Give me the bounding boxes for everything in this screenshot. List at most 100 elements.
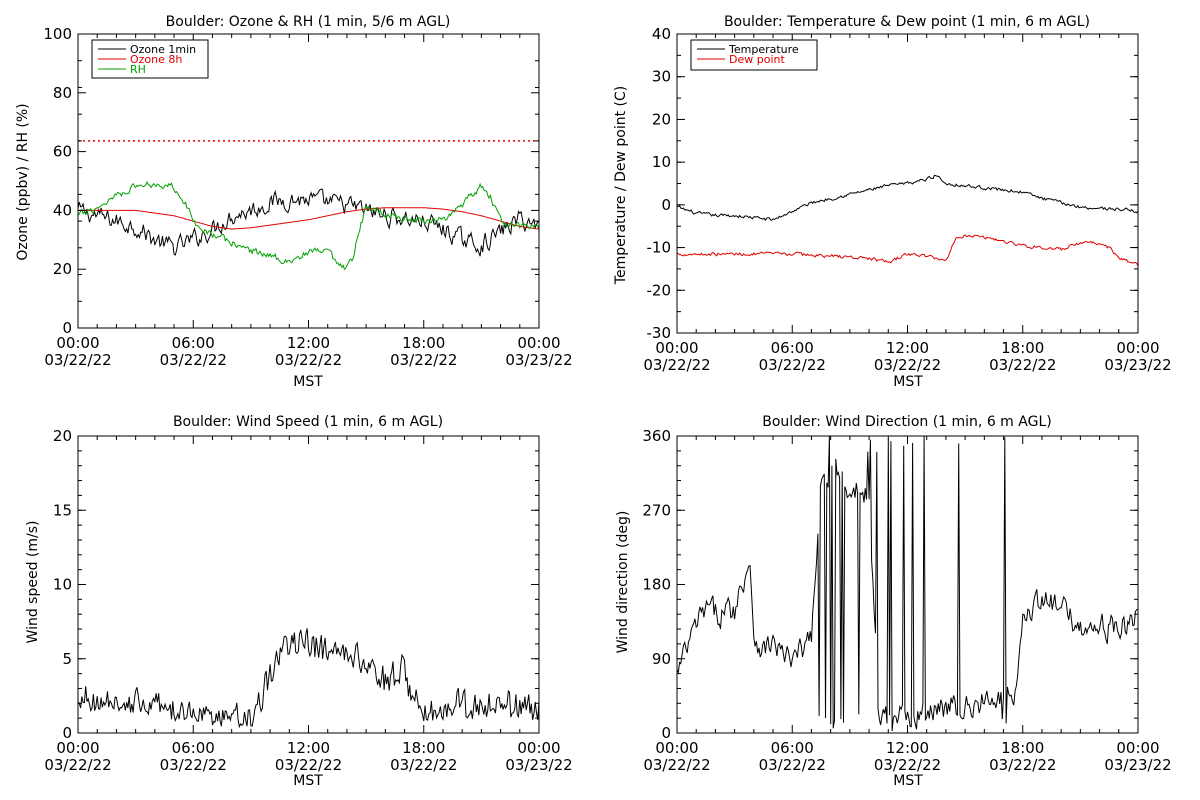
x-tick-label-time: 06:00 <box>172 334 215 352</box>
series-line-temperature <box>677 174 1138 222</box>
x-tick-label-time: 18:00 <box>402 739 445 757</box>
y-tick-label: 0 <box>661 724 671 742</box>
series-line-main <box>677 436 1138 732</box>
x-tick-label-date: 03/22/22 <box>160 351 227 369</box>
x-tick-label-date: 03/22/22 <box>643 756 710 774</box>
x-axis-label: MST <box>293 374 323 390</box>
series-group <box>677 174 1138 266</box>
y-tick-label: 15 <box>53 501 72 519</box>
x-tick-label-date: 03/22/22 <box>874 756 941 774</box>
x-tick-label-date: 03/22/22 <box>275 351 342 369</box>
y-axis-label: Wind direction (deg) <box>615 511 631 654</box>
x-tick-label-time: 00:00 <box>517 334 560 352</box>
legend-label: Ozone 8h <box>130 53 182 66</box>
x-tick-label-date: 03/22/22 <box>275 756 342 774</box>
y-axis-label: Ozone (ppbv) / RH (%) <box>15 103 31 260</box>
y-tick-label: 20 <box>53 427 72 445</box>
x-tick-label-time: 18:00 <box>1001 339 1044 357</box>
plot-frame <box>676 435 1139 734</box>
y-axis-label: Temperature / Dew point (C) <box>613 86 629 285</box>
x-tick-label-time: 18:00 <box>402 334 445 352</box>
x-tick-label-date: 03/23/22 <box>1104 356 1171 374</box>
y-tick-label: 180 <box>642 576 671 594</box>
x-tick-label-time: 18:00 <box>1001 739 1044 757</box>
y-tick-label: 40 <box>652 25 671 43</box>
y-tick-label: 100 <box>43 25 72 43</box>
y-tick-label: 80 <box>53 84 72 102</box>
wind-speed-panel: Boulder: Wind Speed (1 min, 6 m AGL) MST… <box>25 414 573 789</box>
temperature-dewpoint-panel: Boulder: Temperature & Dew point (1 min,… <box>613 14 1172 390</box>
plot-frame <box>676 33 1139 334</box>
y-tick-label: 270 <box>642 501 671 519</box>
x-tick-label-time: 06:00 <box>771 739 814 757</box>
x-tick-label-time: 06:00 <box>172 739 215 757</box>
x-tick-label-time: 12:00 <box>886 339 929 357</box>
y-tick-label: 10 <box>53 576 72 594</box>
y-tick-label: 20 <box>652 110 671 128</box>
y-tick-label: 30 <box>652 68 671 86</box>
x-tick-label-time: 06:00 <box>771 339 814 357</box>
y-tick-label: 0 <box>62 319 72 337</box>
x-axis-label: MST <box>893 773 923 789</box>
series-line-rh <box>78 180 539 271</box>
y-tick-label: 10 <box>652 153 671 171</box>
x-tick-label-date: 03/22/22 <box>160 756 227 774</box>
x-tick-label-time: 00:00 <box>655 339 698 357</box>
panel-title: Boulder: Temperature & Dew point (1 min,… <box>724 14 1090 30</box>
x-tick-label-time: 12:00 <box>287 739 330 757</box>
legend-label: Dew point <box>729 53 785 66</box>
panel-title: Boulder: Ozone & RH (1 min, 5/6 m AGL) <box>166 14 451 30</box>
x-tick-label-time: 00:00 <box>56 334 99 352</box>
y-tick-label: 0 <box>62 724 72 742</box>
x-tick-label-time: 12:00 <box>886 739 929 757</box>
y-tick-label: 360 <box>642 427 671 445</box>
wind-direction-panel: Boulder: Wind Direction (1 min, 6 m AGL)… <box>615 414 1172 789</box>
panel-title: Boulder: Wind Speed (1 min, 6 m AGL) <box>173 414 443 430</box>
x-tick-label-date: 03/22/22 <box>989 356 1056 374</box>
x-tick-label-time: 12:00 <box>287 334 330 352</box>
series-group <box>78 180 539 271</box>
series-line-dew-point <box>677 234 1138 266</box>
x-tick-label-date: 03/22/22 <box>44 756 111 774</box>
legend-label: RH <box>130 63 146 76</box>
x-tick-label-date: 03/22/22 <box>759 356 826 374</box>
x-tick-label-date: 03/23/22 <box>505 351 572 369</box>
x-tick-label-time: 00:00 <box>1116 339 1159 357</box>
series-line-ozone-8h <box>78 207 539 230</box>
y-tick-label: 40 <box>53 201 72 219</box>
x-tick-label-time: 00:00 <box>1116 739 1159 757</box>
x-tick-label-date: 03/22/22 <box>989 756 1056 774</box>
panel-title: Boulder: Wind Direction (1 min, 6 m AGL) <box>762 414 1051 430</box>
x-tick-label-date: 03/22/22 <box>643 356 710 374</box>
y-tick-label: 0 <box>661 196 671 214</box>
x-tick-label-date: 03/22/22 <box>759 756 826 774</box>
series-group <box>78 628 539 729</box>
y-tick-label: 60 <box>53 143 72 161</box>
series-line-ozone-1min <box>78 188 539 257</box>
x-tick-label-date: 03/22/22 <box>390 351 457 369</box>
y-tick-label: 20 <box>53 260 72 278</box>
x-tick-label-date: 03/22/22 <box>874 356 941 374</box>
plot-frame <box>77 435 540 734</box>
x-tick-label-time: 00:00 <box>56 739 99 757</box>
y-axis-label: Wind speed (m/s) <box>25 521 41 644</box>
y-tick-label: -30 <box>647 324 672 342</box>
x-tick-label-time: 00:00 <box>655 739 698 757</box>
legend-box <box>690 39 818 71</box>
y-tick-label: 90 <box>652 650 671 668</box>
x-tick-label-time: 00:00 <box>517 739 560 757</box>
x-tick-label-date: 03/22/22 <box>390 756 457 774</box>
y-tick-label: -20 <box>647 281 672 299</box>
x-tick-label-date: 03/23/22 <box>1104 756 1171 774</box>
legend-label: Temperature <box>728 43 799 56</box>
y-tick-label: -10 <box>647 239 672 257</box>
legend-label: Ozone 1min <box>130 43 196 56</box>
series-line-main <box>78 628 539 729</box>
x-axis-label: MST <box>893 374 923 390</box>
x-tick-label-date: 03/22/22 <box>44 351 111 369</box>
ozone-rh-panel: Boulder: Ozone & RH (1 min, 5/6 m AGL) M… <box>15 14 573 390</box>
series-group <box>677 436 1138 732</box>
x-axis-label: MST <box>293 773 323 789</box>
x-tick-label-date: 03/23/22 <box>505 756 572 774</box>
